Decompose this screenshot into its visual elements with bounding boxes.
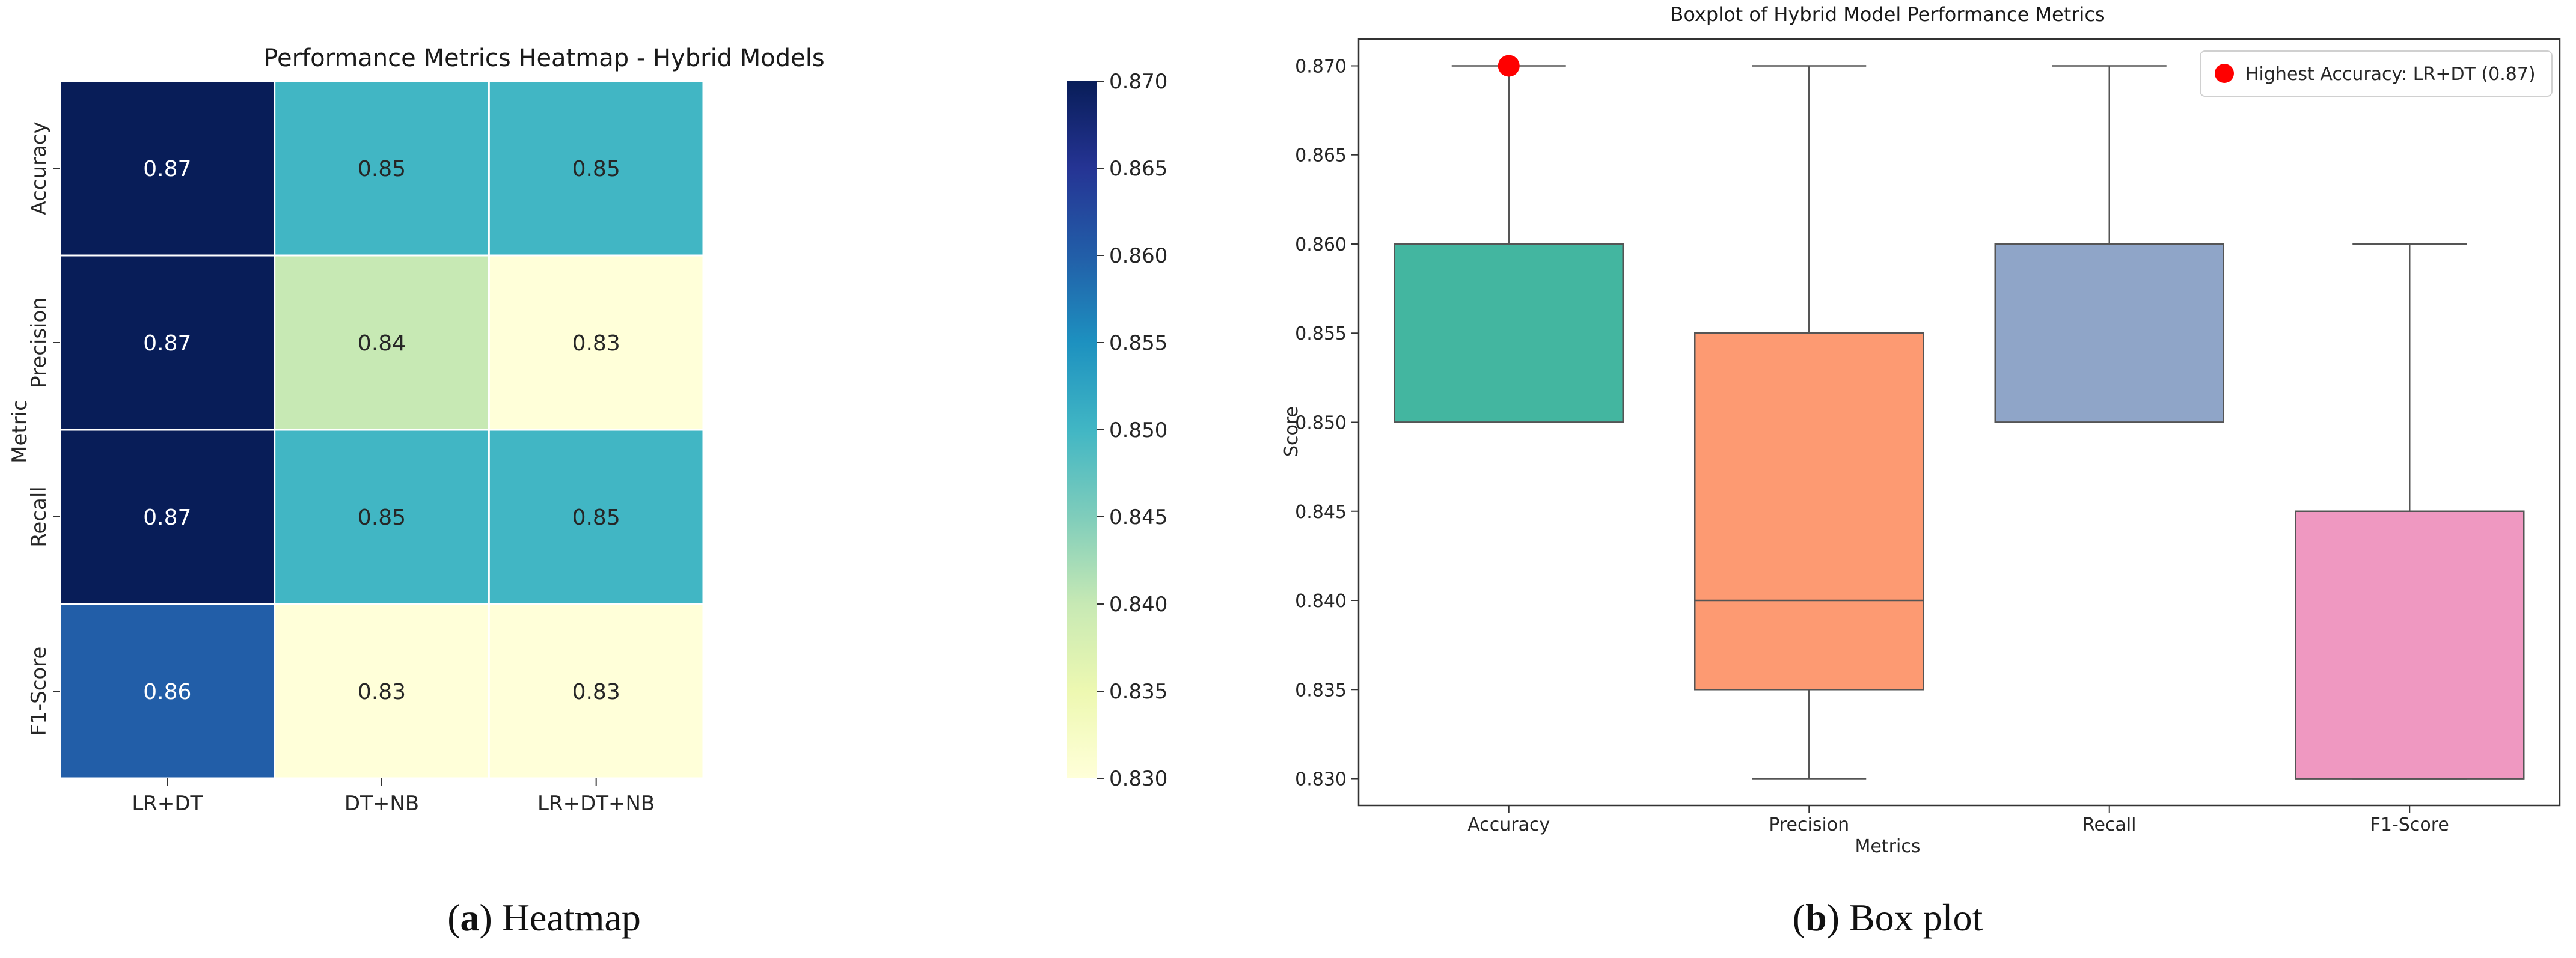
- boxplot-boxes: [1394, 65, 2525, 780]
- boxplot-box: [1394, 243, 1624, 423]
- heatmap-cell: [488, 603, 705, 780]
- heatmap-cell: [274, 80, 490, 257]
- heatmap-column-label: DT+NB: [344, 792, 419, 816]
- boxplot-axes-frame: [1357, 38, 2561, 807]
- boxplot-x-ticks: Accuracy Precision Recall F1-Score: [1467, 805, 2449, 835]
- heatmap-row-label: Accuracy: [27, 121, 51, 215]
- heatmap-cell: [488, 80, 705, 257]
- heatmap-cell: [274, 429, 490, 605]
- legend-marker-icon: [2215, 64, 2234, 83]
- heatmap-cell-value: 0.83: [358, 680, 406, 704]
- caption-b-letter: b: [1805, 896, 1827, 939]
- boxplot-y-tick-label: 0.830: [1295, 769, 1347, 790]
- heatmap-title: Performance Metrics Heatmap - Hybrid Mod…: [263, 44, 824, 72]
- boxplot-y-tick-label: 0.850: [1295, 413, 1347, 434]
- boxplot-y-tick-label: 0.845: [1295, 502, 1347, 523]
- heatmap-row-labels: Accuracy Precision Recall F1-Score: [27, 121, 60, 736]
- legend-label: Highest Accuracy: LR+DT (0.87): [2245, 64, 2536, 85]
- boxplot-y-tick-label: 0.835: [1295, 680, 1347, 701]
- boxplot-box: [2295, 510, 2525, 780]
- heatmap-cell-value: 0.86: [143, 680, 191, 704]
- colorbar-tick-label: 0.835: [1109, 680, 1167, 704]
- boxplot-y-tick-label: 0.865: [1295, 145, 1347, 166]
- heatmap-cell-value: 0.85: [358, 505, 406, 530]
- caption-b: (b) Box plot: [1793, 896, 1983, 939]
- heatmap-cell-value: 0.87: [143, 331, 191, 356]
- boxplot-y-tick-label: 0.840: [1295, 591, 1347, 612]
- heatmap-cell-value: 0.85: [572, 157, 620, 182]
- boxplot-x-tick-label: Precision: [1769, 814, 1849, 835]
- heatmap-cell: [59, 254, 276, 431]
- colorbar-tick-label: 0.865: [1109, 157, 1167, 181]
- boxplot-ylabel: Score: [1281, 406, 1302, 457]
- colorbar-gradient: [1067, 81, 1097, 778]
- heatmap-cell-value: 0.84: [358, 331, 406, 356]
- boxplot-title: Boxplot of Hybrid Model Performance Metr…: [1670, 3, 2105, 26]
- colorbar: 0.830 0.835 0.840 0.845 0.850 0.855 0.860 0.865…: [1067, 70, 1167, 791]
- heatmap-row-label: Recall: [27, 486, 51, 547]
- boxplot-y-tick-label: 0.870: [1295, 56, 1347, 77]
- heatmap-panel: Performance Metrics Heatmap - Hybrid Mod…: [8, 44, 1167, 939]
- colorbar-ticks: 0.830 0.835 0.840 0.845 0.850 0.855 0.860 0.865…: [1097, 70, 1167, 791]
- heatmap-cell-value: 0.87: [143, 505, 191, 530]
- colorbar-tick-label: 0.850: [1109, 418, 1167, 442]
- heatmap-cell-value: 0.87: [143, 157, 191, 182]
- legend-frame: [2200, 50, 2553, 97]
- heatmap-column-labels: LR+DT DT+NB LR+DT+NB: [132, 778, 655, 816]
- caption-a-text: ) Heatmap: [480, 896, 641, 939]
- heatmap-cell-value: 0.83: [572, 680, 620, 704]
- boxplot-y-tick-label: 0.860: [1295, 234, 1347, 255]
- boxplot-legend: Highest Accuracy: LR+DT (0.87): [2200, 50, 2553, 97]
- heatmap-ylabel: Metric: [8, 400, 32, 463]
- colorbar-tick-label: 0.830: [1109, 767, 1167, 791]
- colorbar-tick-label: 0.870: [1109, 70, 1167, 94]
- heatmap-column-label: LR+DT+NB: [537, 792, 655, 816]
- caption-a: (a) Heatmap: [447, 896, 641, 939]
- highest-accuracy-marker: [1498, 55, 1520, 77]
- heatmap-cell-value: 0.85: [358, 157, 406, 182]
- heatmap-column-label: LR+DT: [132, 792, 203, 816]
- boxplot-x-tick-label: Recall: [2082, 814, 2137, 835]
- heatmap-row-label: F1-Score: [27, 647, 51, 736]
- colorbar-tick-label: 0.845: [1109, 505, 1167, 529]
- colorbar-tick-label: 0.860: [1109, 244, 1167, 268]
- boxplot-box: [1694, 332, 1924, 691]
- caption-a-letter: a: [460, 896, 480, 939]
- heatmap-row-label: Precision: [27, 297, 51, 388]
- colorbar-tick-label: 0.840: [1109, 593, 1167, 617]
- boxplot-box: [1994, 243, 2224, 423]
- boxplot-y-ticks: 0.830 0.835 0.840 0.845 0.850 0.855 0.860 0.865…: [1295, 56, 1359, 790]
- heatmap-cells: 0.87 0.85 0.85 0.87 0.84 0.83 0.87 0.85 0.85 0.86…: [59, 80, 705, 780]
- heatmap-cell: [59, 603, 276, 780]
- heatmap-cell-value: 0.85: [572, 505, 620, 530]
- caption-b-text: ) Box plot: [1827, 896, 1983, 939]
- heatmap-cell: [274, 254, 490, 431]
- heatmap-cell: [59, 80, 276, 257]
- boxplot-y-tick-label: 0.855: [1295, 323, 1347, 344]
- heatmap-cell: [488, 254, 705, 431]
- boxplot-xlabel: Metrics: [1855, 836, 1921, 857]
- colorbar-tick-label: 0.855: [1109, 331, 1167, 355]
- boxplot-x-tick-label: Accuracy: [1467, 814, 1550, 835]
- boxplot-highlight: [1498, 55, 1520, 77]
- boxplot-x-tick-label: F1-Score: [2370, 814, 2449, 835]
- boxplot-panel: Boxplot of Hybrid Model Performance Metr…: [1281, 3, 2561, 939]
- heatmap-cell-value: 0.83: [572, 331, 620, 356]
